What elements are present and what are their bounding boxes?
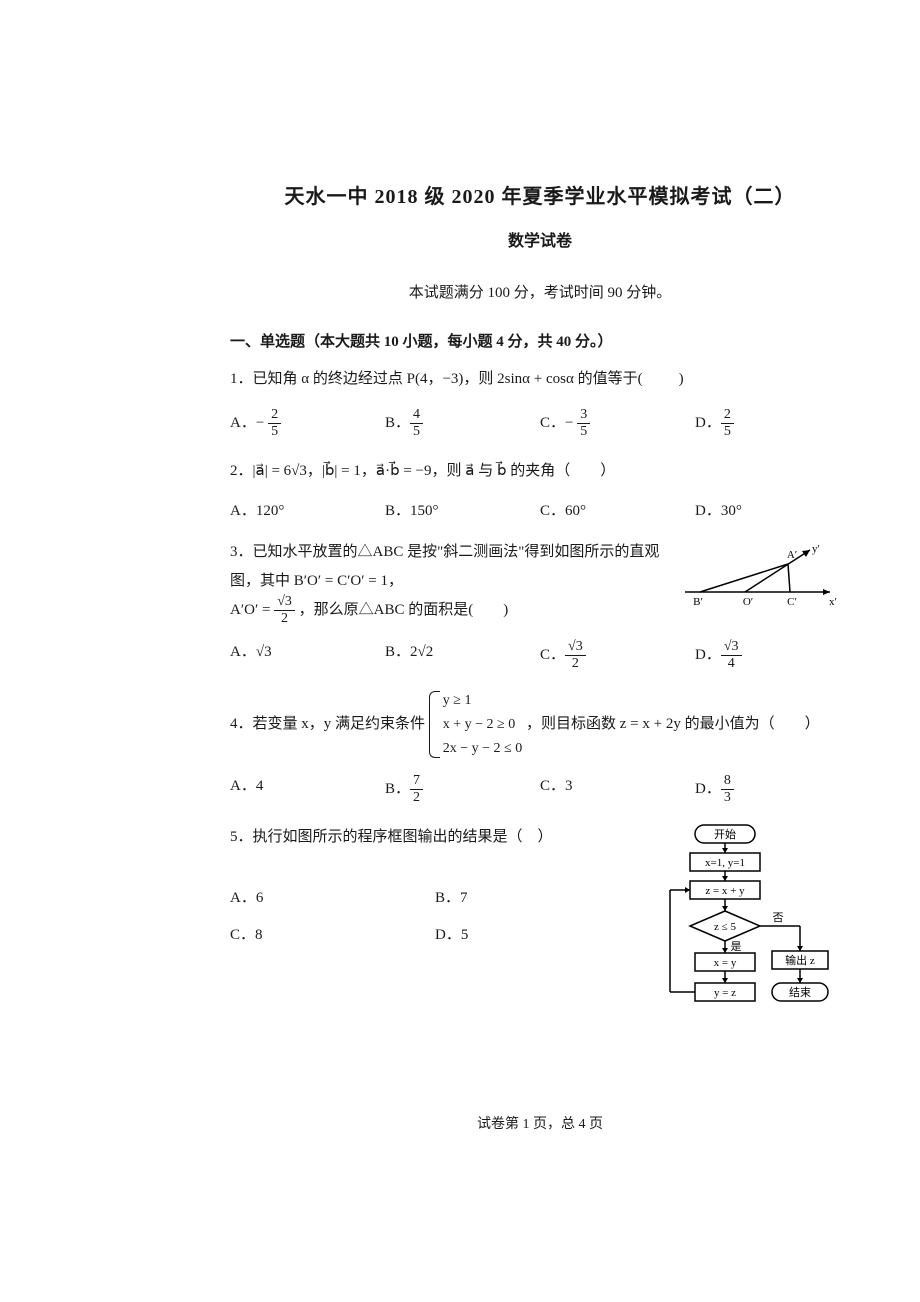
svg-text:y = z: y = z	[714, 987, 736, 999]
page-footer: 试卷第 1 页，总 4 页	[230, 1113, 850, 1133]
q2-options: A．120° B．150° C．60° D．30°	[230, 495, 850, 524]
q4-system: y ≥ 1 x + y − 2 ≥ 0 2x − y − 2 ≤ 0	[429, 689, 522, 760]
q5-opt-a: A．6	[230, 880, 435, 917]
q3-opt-d: D．√34	[695, 636, 850, 675]
q2-opt-b: B．150°	[385, 495, 540, 524]
q3-opt-a: A．√3	[230, 636, 385, 675]
svg-text:x′: x′	[829, 596, 837, 608]
svg-text:O′: O′	[743, 596, 753, 608]
q3-options: A．√3 B．2√2 C．√32 D．√34	[230, 636, 850, 675]
question-2: 2．|a⃗| = 6√3，|b⃗| = 1，a⃗·b⃗ = −9，则 a⃗ 与 …	[230, 457, 850, 486]
svg-text:C′: C′	[787, 596, 797, 608]
question-5: 5．执行如图所示的程序框图输出的结果是（ ） A．6 B．7 C．8 D．5 开…	[230, 823, 850, 1053]
svg-text:B′: B′	[693, 596, 703, 608]
q2-opt-c: C．60°	[540, 495, 695, 524]
q3-figure: A′ B′ O′ C′ x′ y′	[680, 542, 840, 612]
svg-text:x=1, y=1: x=1, y=1	[705, 857, 745, 869]
question-1: 1．已知角 α 的终边经过点 P(4，−3)，则 2sinα + cosα 的值…	[230, 365, 850, 394]
q3-stem2-pre: A′O′ =	[230, 602, 274, 618]
svg-text:结束: 结束	[789, 986, 811, 999]
q1-opt-d: D．25	[695, 404, 850, 443]
q4-options: A．4 B．72 C．3 D．83	[230, 770, 850, 809]
q4-stem-pre: 4．若变量 x，y 满足约束条件	[230, 716, 429, 732]
question-4: 4．若变量 x，y 满足约束条件 y ≥ 1 x + y − 2 ≥ 0 2x …	[230, 689, 850, 760]
svg-text:开始: 开始	[714, 827, 736, 841]
q3-opt-c: C．√32	[540, 636, 695, 675]
q4-opt-d: D．83	[695, 770, 850, 809]
svg-text:否: 否	[773, 912, 784, 924]
q4-stem-post: ，则目标函数 z = x + 2y 的最小值为（ ）	[526, 716, 820, 732]
q2-opt-a: A．120°	[230, 495, 385, 524]
q5-opt-b: B．7	[435, 880, 640, 917]
q4-opt-a: A．4	[230, 770, 385, 809]
svg-text:z = x + y: z = x + y	[705, 885, 745, 897]
svg-text:y′: y′	[812, 543, 820, 555]
q5-opt-d: D．5	[435, 917, 640, 954]
svg-text:是: 是	[731, 940, 742, 953]
exam-page: 天水一中 2018 级 2020 年夏季学业水平模拟考试（二） 数学试卷 本试题…	[210, 160, 880, 1153]
q1-stem-post: )	[679, 371, 684, 387]
q3-stem2-post: ，那么原△ABC 的面积是( )	[299, 602, 509, 618]
q1-stem-pre: 1．已知角 α 的终边经过点 P(4，−3)，则 2sinα + cosα 的值…	[230, 371, 643, 387]
q3-opt-b: B．2√2	[385, 636, 540, 675]
q5-options: A．6 B．7 C．8 D．5	[230, 880, 640, 953]
svg-text:A′: A′	[787, 549, 797, 561]
svg-text:x = y: x = y	[714, 957, 737, 969]
svg-text:输出 z: 输出 z	[785, 953, 815, 967]
q1-options: A．− 25 B．45 C．− 35 D．25	[230, 404, 850, 443]
question-3: 3．已知水平放置的△ABC 是按"斜二测画法"得到如图所示的直观图，其中 B′O…	[230, 538, 850, 626]
page-subtitle: 数学试卷	[230, 227, 850, 251]
q2-opt-d: D．30°	[695, 495, 850, 524]
q5-flowchart: 开始 x=1, y=1 z = x + y z ≤ 5 否 输出 z	[650, 823, 860, 1053]
q4-opt-c: C．3	[540, 770, 695, 809]
q1-opt-a: A．− 25	[230, 404, 385, 443]
q5-stem: 5．执行如图所示的程序框图输出的结果是（ ）	[230, 823, 640, 852]
svg-text:z ≤ 5: z ≤ 5	[714, 921, 736, 933]
page-title: 天水一中 2018 级 2020 年夏季学业水平模拟考试（二）	[230, 180, 850, 209]
q5-opt-c: C．8	[230, 917, 435, 954]
q1-opt-b: B．45	[385, 404, 540, 443]
section-header: 一、单选题（本大题共 10 小题，每小题 4 分，共 40 分。）	[230, 330, 850, 351]
q4-opt-b: B．72	[385, 770, 540, 809]
q1-opt-c: C．− 35	[540, 404, 695, 443]
exam-info: 本试题满分 100 分，考试时间 90 分钟。	[230, 281, 850, 302]
q3-stem1: 3．已知水平放置的△ABC 是按"斜二测画法"得到如图所示的直观图，其中 B′O…	[230, 544, 659, 589]
